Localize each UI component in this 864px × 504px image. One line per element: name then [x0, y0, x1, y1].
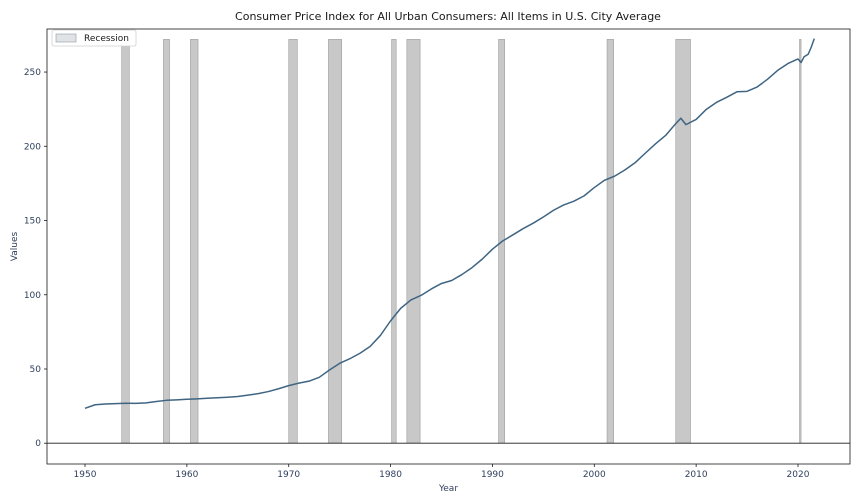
legend-swatch-recession [55, 33, 77, 43]
x-tick-label-1960: 1960 [175, 470, 198, 480]
recession-band-4 [288, 39, 298, 444]
y-tick-label-100: 100 [24, 291, 41, 301]
chart-title: Consumer Price Index for All Urban Consu… [235, 10, 661, 23]
recession-band-1 [121, 39, 130, 444]
y-tick-label-150: 150 [24, 217, 41, 227]
x-axis-title: Year [438, 484, 458, 494]
y-tick-label-0: 0 [35, 439, 41, 449]
y-axis-title: Values [10, 231, 20, 261]
recession-bands [121, 39, 802, 444]
x-tick-label-2010: 2010 [685, 470, 708, 480]
legend-label-recession: Recession [84, 34, 129, 44]
recession-band-2 [163, 39, 170, 444]
recession-band-6 [391, 39, 397, 444]
y-tick-label-50: 50 [30, 365, 42, 375]
plot-frame [46, 28, 851, 465]
recession-band-5 [328, 39, 342, 444]
x-tick-label-1950: 1950 [74, 470, 97, 480]
y-tick-label-200: 200 [24, 142, 41, 152]
x-tick-label-1970: 1970 [277, 470, 300, 480]
x-tick-label-1980: 1980 [379, 470, 402, 480]
series-line-1 [84, 38, 816, 410]
y-axis-ticks: 0 50 100 150 200 250 [24, 68, 47, 449]
x-tick-label-2020: 2020 [787, 470, 810, 480]
series-layer [84, 38, 816, 410]
y-tick-label-250: 250 [24, 68, 41, 78]
x-tick-label-1990: 1990 [481, 470, 504, 480]
x-axis-ticks: 1950 1960 1970 1980 1990 2000 2010 2020 [74, 464, 810, 480]
recession-band-10 [675, 39, 691, 444]
recession-band-7 [406, 39, 421, 444]
legend: Recession [51, 29, 137, 47]
recession-band-3 [190, 39, 199, 444]
recession-band-9 [606, 39, 614, 444]
recession-band-11 [799, 39, 802, 444]
x-tick-label-2000: 2000 [583, 470, 606, 480]
